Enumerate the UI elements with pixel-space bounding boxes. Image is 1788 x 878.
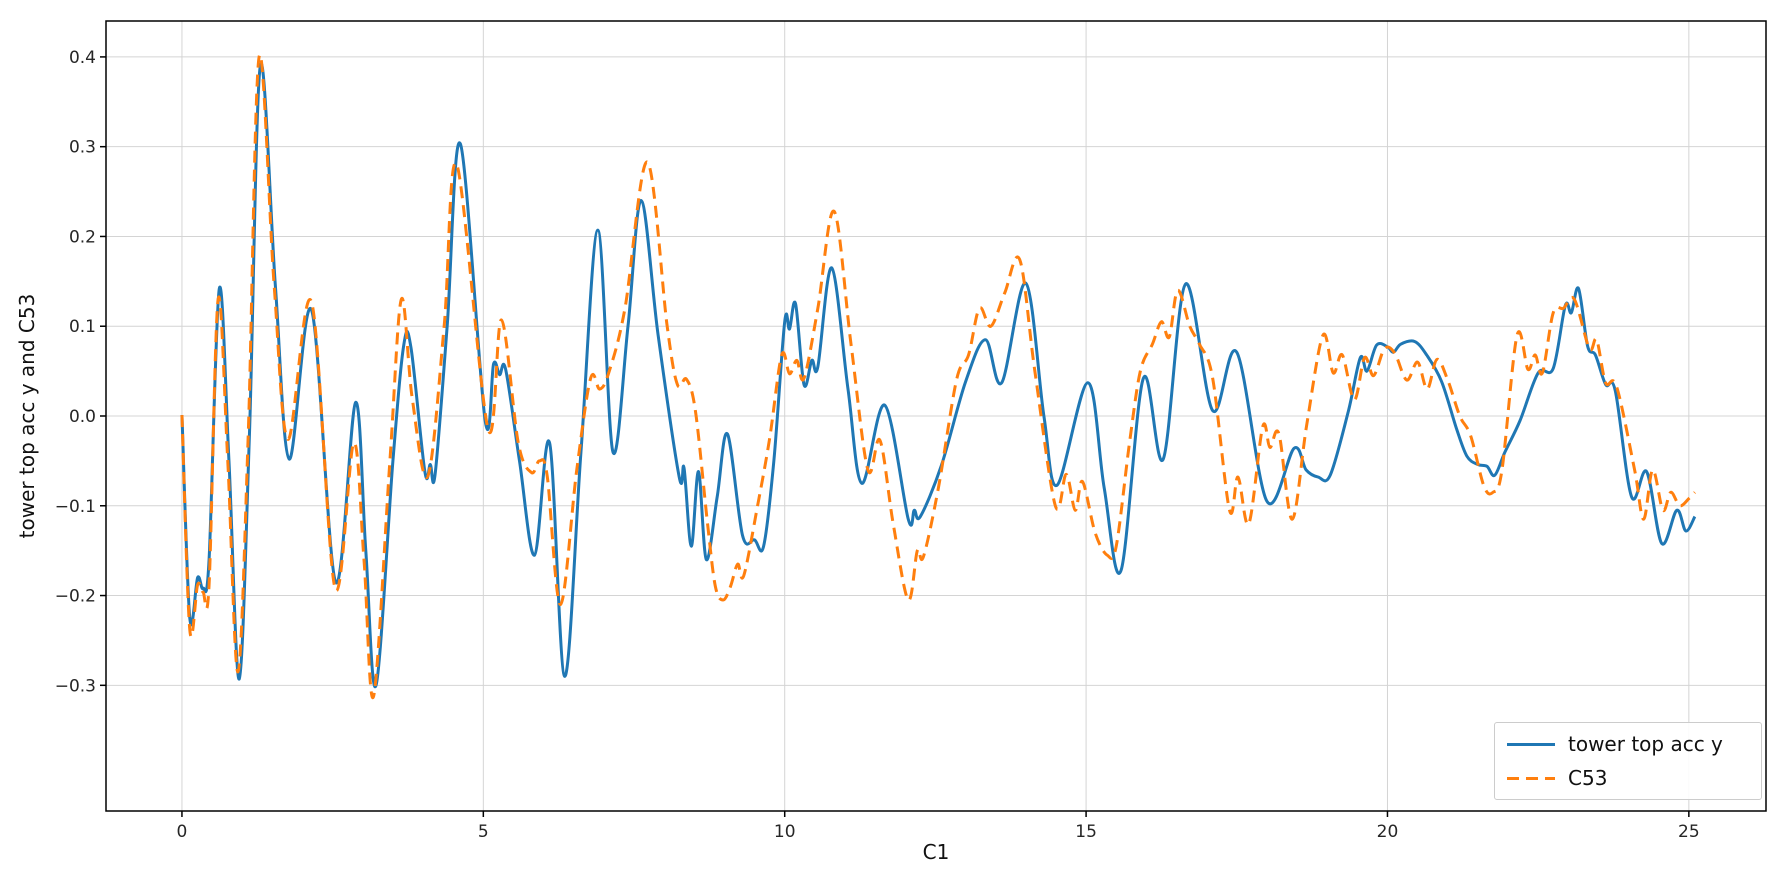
y-tick-label: −0.1	[55, 497, 96, 517]
y-axis-label: tower top acc y and C53	[15, 293, 39, 539]
y-tick-label: 0.2	[69, 227, 96, 247]
x-tick-label: 25	[1678, 822, 1700, 842]
x-tick-label: 10	[774, 822, 796, 842]
y-tick-label: −0.3	[55, 676, 96, 696]
y-tick-label: −0.2	[55, 587, 96, 607]
dashed-line-sample-icon	[1507, 776, 1555, 780]
y-tick-label: 0.3	[69, 138, 96, 158]
legend-label: tower top acc y	[1568, 732, 1723, 756]
legend-entry-tower-top-acc-y: tower top acc y	[1507, 731, 1749, 757]
x-tick-label: 5	[478, 822, 489, 842]
x-tick-label: 15	[1075, 822, 1097, 842]
solid-line-sample-icon	[1507, 742, 1555, 746]
x-tick-label: 0	[177, 822, 188, 842]
legend-entry-c53: C53	[1507, 765, 1749, 791]
x-tick-label: 20	[1377, 822, 1399, 842]
x-axis-label: C1	[922, 840, 950, 864]
legend-label: C53	[1568, 766, 1608, 790]
y-tick-label: 0.4	[69, 48, 96, 68]
y-tick-label: 0.0	[69, 407, 96, 427]
series-line-tower-top-acc-y	[180, 62, 1697, 689]
series-line-c53	[180, 53, 1696, 700]
legend: tower top acc y C53	[1494, 722, 1762, 800]
y-tick-label: 0.1	[69, 317, 96, 337]
